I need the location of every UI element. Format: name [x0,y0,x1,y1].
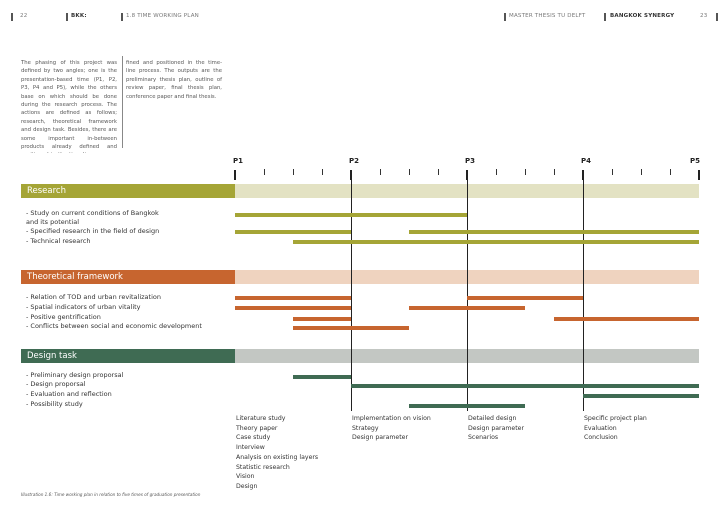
section-title-1: Research [21,184,235,198]
milestone-column-3: Detailed design Design parameter Scenarios [468,414,524,443]
phase-label-p2: P2 [349,157,360,165]
task-bar [235,230,351,234]
timeline-tick [264,169,265,175]
section-title-3: Design task [21,349,235,363]
task-bar [293,240,699,244]
milestone-item: Theory paper [236,424,278,432]
section-title-2: Theoretical framework [21,270,235,284]
header-rule-left-2 [66,13,68,21]
phase-label-p3: P3 [465,157,476,165]
timeline-tick [612,169,613,175]
task-bar [467,296,583,300]
task-label: - Preliminary design proporsal [26,371,124,379]
task-label: - Relation of TOD and urban revitalizati… [26,293,161,301]
phase-tick-p3 [466,170,468,180]
figure-caption: Illustration 1.6: Time working plan in r… [21,492,201,497]
task-bar [409,230,699,234]
task-label: - Specified research in the field of des… [26,227,160,235]
milestone-item: Evaluation [584,424,617,432]
task-label: - Positive gentrification [26,313,101,321]
task-bar [293,326,409,330]
header-rule-left [11,13,13,21]
timeline-tick [670,169,671,175]
milestone-column-1: Literature study Theory paper Case study In… [236,414,318,492]
right-page-number: 23 [700,13,708,19]
milestone-item: Design [236,482,258,490]
timeline-tick [554,169,555,175]
phase-line-p4 [583,180,584,411]
phase-line-p2 [351,180,352,411]
milestone-item: Implementation on vision [352,415,431,422]
left-header-label: BKK: [71,13,87,19]
phase-tick-p2 [350,170,352,180]
header-rule-right-3 [716,13,718,21]
intro-column-1: The phasing of this project was defined … [21,60,117,153]
milestone-column-2: Implementation on vision Strategy Design p… [352,414,431,443]
task-bar [293,317,351,321]
task-label: and its potential [26,218,80,226]
intro-column-2: fined and positioned in the time-line pr… [126,60,222,100]
task-bar [409,404,525,408]
timeline-tick [409,169,410,175]
timeline-tick [641,169,642,175]
task-bar [583,394,699,398]
task-label: - Evaluation and reflection [26,390,112,398]
phase-label-p1: P1 [233,157,244,165]
task-label: - Study on current conditions of Bangkok [26,209,159,217]
milestone-item: Interview [236,444,265,452]
task-bar [235,306,351,310]
header-rule-left-3 [121,13,123,21]
milestone-item: Vision [236,473,255,481]
task-bar [235,213,467,217]
timeline-tick [322,169,323,175]
phase-tick-p4 [582,170,584,180]
milestone-column-4: Specific project plan Evaluation Conclusio… [584,414,647,443]
timeline-tick [496,169,497,175]
milestone-item: Specific project plan [584,415,647,422]
milestone-item: Scenarios [468,434,499,442]
header-rule-right [504,13,506,21]
milestone-item: Statistic research [236,463,290,471]
task-bar [293,375,351,379]
milestone-item: Detailed design [468,415,517,422]
task-bar [235,296,351,300]
left-chapter-title: 1.8 TIME WORKING PLAN [126,13,199,19]
task-label: - Conflicts between social and economic … [26,322,202,330]
task-label: - Technical research [26,237,91,245]
milestone-item: Strategy [352,424,379,432]
timeline-tick [438,169,439,175]
phase-tick-p5 [698,170,700,180]
phase-label-p4: P4 [581,157,592,165]
right-project-name: BANGKOK SYNERGY [610,13,675,19]
milestone-item: Literature study [236,415,286,422]
right-header-title: MASTER THESIS TU DELFT [509,13,586,19]
timeline-tick [293,169,294,175]
task-label: - Spatial indicators of urban vitality [26,303,141,311]
phase-line-p3 [467,180,468,411]
phase-tick-p1 [234,170,236,180]
task-bar [409,306,525,310]
task-bar [554,317,699,321]
task-bar [351,384,699,388]
task-label: - Possibility study [26,400,83,408]
left-page-number: 22 [20,13,28,19]
timeline-tick [380,169,381,175]
milestone-item: Conclusion [584,434,618,442]
milestone-item: Design parameter [468,424,524,432]
task-label: - Design proporsal [26,380,86,388]
phase-label-p5: P5 [690,157,701,165]
milestone-item: Case study [236,434,271,442]
milestone-item: Design parameter [352,434,408,442]
intro-column-divider [122,56,123,148]
milestone-item: Analysis on existing layers [236,453,319,461]
timeline-tick [525,169,526,175]
header-rule-right-2 [604,13,606,21]
